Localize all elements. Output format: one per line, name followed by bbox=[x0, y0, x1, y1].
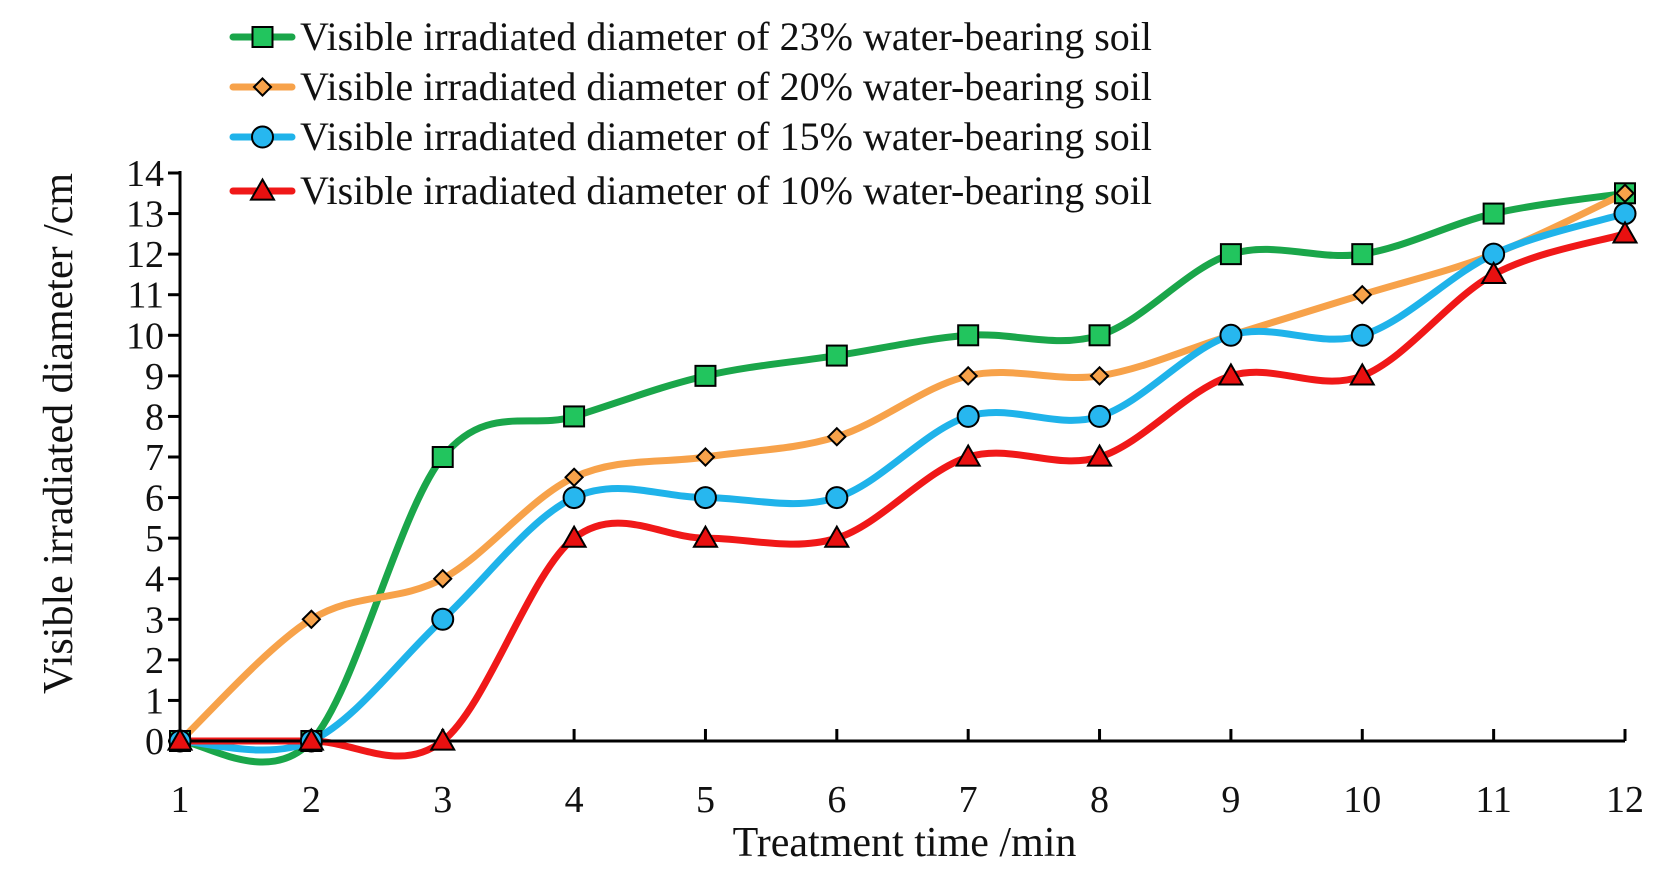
x-axis-title: Treatment time /min bbox=[733, 820, 1077, 866]
data-point-0-10 bbox=[1482, 202, 1505, 225]
x-tick-label: 8 bbox=[1090, 779, 1109, 821]
y-tick-label: 11 bbox=[127, 275, 164, 317]
data-point-2-5 bbox=[825, 486, 849, 510]
data-point-1-6 bbox=[958, 365, 979, 386]
y-tick-label: 2 bbox=[145, 640, 164, 682]
data-point-1-3 bbox=[564, 467, 585, 488]
data-point-3-9 bbox=[1349, 362, 1376, 386]
data-point-1-11 bbox=[1615, 183, 1635, 204]
data-point-0-7 bbox=[1088, 324, 1111, 347]
y-tick-label: 12 bbox=[126, 234, 164, 276]
data-point-2-8 bbox=[1219, 323, 1243, 347]
data-point-3-11 bbox=[1611, 220, 1639, 244]
x-tick-label: 10 bbox=[1343, 779, 1381, 821]
legend-marker-1 bbox=[252, 77, 273, 97]
x-tick-label: 3 bbox=[433, 779, 452, 821]
data-point-0-8 bbox=[1219, 243, 1242, 266]
x-tick-label: 7 bbox=[959, 779, 978, 821]
y-tick-label: 6 bbox=[145, 478, 164, 520]
data-point-3-7 bbox=[1086, 443, 1113, 467]
data-point-1-2 bbox=[432, 568, 453, 589]
data-point-2-6 bbox=[956, 404, 980, 428]
data-point-1-9 bbox=[1352, 284, 1373, 305]
data-point-0-9 bbox=[1351, 243, 1374, 266]
data-point-1-5 bbox=[826, 426, 847, 447]
data-point-2-4 bbox=[693, 486, 717, 510]
y-tick-label: 4 bbox=[145, 559, 164, 601]
data-point-2-2 bbox=[431, 607, 455, 631]
legend: Visible irradiated diameter of 23% water… bbox=[229, 14, 1152, 213]
data-point-0-4 bbox=[694, 364, 717, 387]
y-axis-title: Visible irradiated diameter /cm bbox=[36, 173, 82, 694]
legend-marker-3 bbox=[249, 177, 276, 201]
data-point-3-6 bbox=[954, 443, 982, 467]
data-point-1-1 bbox=[301, 609, 322, 630]
x-tick-label: 5 bbox=[696, 779, 715, 821]
data-point-1-4 bbox=[695, 447, 716, 467]
data-point-3-8 bbox=[1217, 362, 1245, 386]
legend-entry-3: Visible irradiated diameter of 10% water… bbox=[300, 168, 1152, 213]
data-point-2-3 bbox=[562, 486, 586, 510]
y-tick-label: 7 bbox=[145, 437, 164, 479]
y-tick-label: 8 bbox=[145, 396, 164, 438]
data-point-3-1 bbox=[298, 727, 325, 751]
x-tick-label: 1 bbox=[171, 779, 190, 821]
y-tick-label: 0 bbox=[145, 721, 164, 763]
data-point-2-9 bbox=[1350, 323, 1374, 347]
data-point-3-3 bbox=[560, 524, 588, 548]
data-point-0-6 bbox=[957, 324, 980, 347]
y-tick-label: 9 bbox=[145, 356, 164, 398]
data-point-3-5 bbox=[823, 524, 851, 548]
y-tick-label: 10 bbox=[126, 315, 164, 357]
legend-marker-0 bbox=[251, 26, 274, 48]
data-point-3-4 bbox=[692, 524, 719, 548]
x-tick-label: 11 bbox=[1475, 779, 1512, 821]
series-line-2 bbox=[176, 210, 1629, 754]
series-line-1 bbox=[176, 189, 1629, 745]
data-point-0-3 bbox=[563, 405, 586, 428]
y-tick-label: 3 bbox=[145, 599, 164, 641]
legend-marker-2 bbox=[251, 125, 274, 149]
x-tick-label: 6 bbox=[827, 779, 846, 821]
data-point-0-2 bbox=[431, 446, 454, 468]
y-tick-label: 1 bbox=[145, 680, 164, 722]
x-tick-label: 4 bbox=[565, 779, 584, 821]
data-point-1-7 bbox=[1089, 365, 1110, 386]
y-tick-label: 13 bbox=[126, 194, 164, 236]
legend-entry-1: Visible irradiated diameter of 20% water… bbox=[300, 64, 1152, 109]
data-point-3-10 bbox=[1480, 260, 1507, 285]
data-point-3-0 bbox=[166, 727, 194, 751]
data-point-3-2 bbox=[429, 727, 456, 751]
series-layer bbox=[176, 189, 1629, 766]
x-tick-label: 9 bbox=[1221, 779, 1240, 821]
data-point-2-7 bbox=[1088, 404, 1112, 428]
legend-entry-0: Visible irradiated diameter of 23% water… bbox=[300, 14, 1152, 59]
markers-layer bbox=[166, 182, 1639, 753]
y-tick-label: 5 bbox=[145, 518, 164, 560]
legend-entry-2: Visible irradiated diameter of 15% water… bbox=[300, 114, 1152, 159]
x-tick-label: 12 bbox=[1606, 779, 1644, 821]
y-tick-label: 14 bbox=[126, 153, 164, 195]
data-point-0-5 bbox=[825, 344, 848, 367]
x-tick-label: 2 bbox=[302, 779, 321, 821]
